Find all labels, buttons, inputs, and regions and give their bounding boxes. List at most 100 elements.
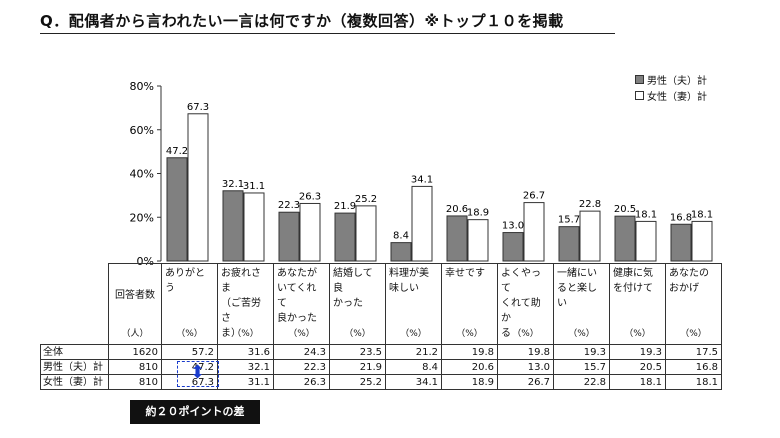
- bar-value-label: 15.7: [558, 215, 580, 226]
- category-header-cell: あなたが いてくれて 良かった （%）: [273, 263, 330, 345]
- percent-cell: 21.9: [329, 359, 386, 375]
- percent-unit: （%）: [680, 329, 707, 339]
- y-tick-label: 80%: [130, 80, 154, 93]
- category-header-cell: 健康に気 を付けて （%）: [609, 263, 666, 345]
- percent-unit: （%）: [288, 329, 315, 339]
- bar-female: [411, 185, 433, 262]
- percent-cell: 22.3: [273, 359, 330, 375]
- percent-cell: 57.2: [161, 344, 218, 360]
- bar-value-label: 34.1: [411, 174, 433, 185]
- bar-female: [467, 219, 489, 262]
- percent-unit: （%）: [512, 329, 539, 339]
- bar-female: [691, 220, 713, 262]
- legend-label-male: 男性（夫）計: [647, 75, 707, 87]
- bar-value-label: 20.6: [446, 204, 468, 215]
- bar-male: [334, 212, 356, 262]
- table-row: 男性（夫）計 810 47.2 32.1 22.3 21.9 8.4 20.6 13.0 15.7…: [40, 359, 722, 375]
- table-row: 全体 1620 57.2 31.6 24.3 23.5 21.2 19.8 19.8 19.3 19…: [40, 344, 722, 360]
- bar-male: [222, 190, 244, 262]
- bar-male: [166, 157, 188, 262]
- data-table: 回答者数 （人） ありがとう （%） お疲れさま （ご苦労さ ま） （%） あなたが いてくれて良…: [40, 263, 722, 390]
- category-label-line: 良かった: [277, 313, 317, 324]
- percent-cell: 15.7: [553, 359, 610, 375]
- respondent-count: 810: [108, 374, 162, 390]
- count-header-cell: 回答者数 （人）: [108, 263, 162, 345]
- category-label-line: 健康に気: [613, 268, 653, 279]
- bar-value-label: 18.9: [467, 208, 489, 219]
- double-arrow-icon: ⬍: [190, 362, 206, 383]
- category-label-line: （ご苦労さ: [221, 298, 261, 324]
- legend-item-female: 女性（妻）計: [635, 88, 707, 103]
- category-label-line: を付けて: [613, 283, 653, 294]
- bar-male: [390, 242, 412, 262]
- bar-male: [502, 232, 524, 262]
- category-header-cell: あなたの おかげ （%）: [665, 263, 722, 345]
- percent-cell: 20.6: [441, 359, 498, 375]
- percent-cell: 23.5: [329, 344, 386, 360]
- category-label-line: 幸せです: [445, 268, 485, 279]
- percent-cell: 21.2: [385, 344, 442, 360]
- bar-male: [614, 215, 636, 262]
- count-unit: （人）: [121, 329, 149, 339]
- category-label-line: る: [501, 328, 511, 339]
- percent-cell: 26.7: [497, 374, 554, 390]
- category-label-line: おかげ: [669, 283, 699, 294]
- bar-male: [670, 223, 692, 262]
- bar-female: [523, 202, 545, 262]
- percent-cell: 25.2: [329, 374, 386, 390]
- bar-male: [558, 226, 580, 262]
- category-label-line: ると楽しい: [557, 283, 597, 309]
- bar-male: [446, 215, 468, 262]
- bar-value-label: 25.2: [355, 194, 377, 205]
- category-label-line: ありがとう: [165, 268, 205, 294]
- category-header-cell: 一緒にい ると楽しい （%）: [553, 263, 610, 345]
- percent-cell: 13.0: [497, 359, 554, 375]
- category-label-line: 料理が美: [389, 268, 429, 279]
- percent-cell: 18.1: [609, 374, 666, 390]
- percent-cell: 19.3: [553, 344, 610, 360]
- percent-unit: （%）: [400, 329, 427, 339]
- percent-cell: 8.4: [385, 359, 442, 375]
- category-header-cell: 料理が美味しい （%）: [385, 263, 442, 345]
- legend-item-male: 男性（夫）計: [635, 72, 707, 87]
- category-label-line: いてくれて: [277, 283, 317, 309]
- percent-cell: 18.1: [665, 374, 722, 390]
- category-label-line: 結婚して良: [333, 268, 373, 294]
- percent-cell: 19.3: [609, 344, 666, 360]
- bar-value-label: 26.7: [523, 191, 545, 202]
- category-label-line: 一緒にい: [557, 268, 597, 279]
- percent-cell: 31.1: [217, 374, 274, 390]
- y-tick-label: 40%: [130, 168, 154, 181]
- percent-cell: 24.3: [273, 344, 330, 360]
- percent-cell: 18.9: [441, 374, 498, 390]
- respondent-count: 1620: [108, 344, 162, 360]
- bar-female: [579, 210, 601, 262]
- percent-cell: 17.5: [665, 344, 722, 360]
- bar-value-label: 18.1: [691, 209, 713, 220]
- y-tick-label: 60%: [130, 124, 154, 137]
- respondent-count: 810: [108, 359, 162, 375]
- bar-value-label: 13.0: [502, 221, 524, 232]
- bar-female: [299, 202, 321, 262]
- bar-female: [187, 113, 209, 262]
- category-header-cell: ありがとう （%）: [161, 263, 218, 345]
- percent-cell: 31.6: [217, 344, 274, 360]
- table-row: 女性（妻）計 810 67.3 31.1 26.3 25.2 34.1 18.9 26.7 22.…: [40, 374, 722, 390]
- count-header-label: 回答者数: [115, 290, 155, 301]
- percent-unit: （%）: [456, 329, 483, 339]
- category-label-line: 味しい: [389, 283, 419, 294]
- category-header-cell: 結婚して良 かった （%）: [329, 263, 386, 345]
- bar-value-label: 26.3: [299, 191, 321, 202]
- bar-value-label: 47.2: [166, 146, 188, 157]
- percent-cell: 26.3: [273, 374, 330, 390]
- bar-value-label: 8.4: [393, 231, 409, 242]
- category-label-line: かった: [333, 298, 363, 309]
- percent-cell: 22.8: [553, 374, 610, 390]
- category-label-line: お疲れさま: [221, 268, 261, 294]
- percent-cell: 20.5: [609, 359, 666, 375]
- category-label-line: よくやって: [501, 268, 541, 294]
- percent-cell: 32.1: [217, 359, 274, 375]
- row-label: 全体: [40, 344, 109, 360]
- bar-female: [243, 192, 265, 262]
- percent-unit: （%）: [176, 329, 203, 339]
